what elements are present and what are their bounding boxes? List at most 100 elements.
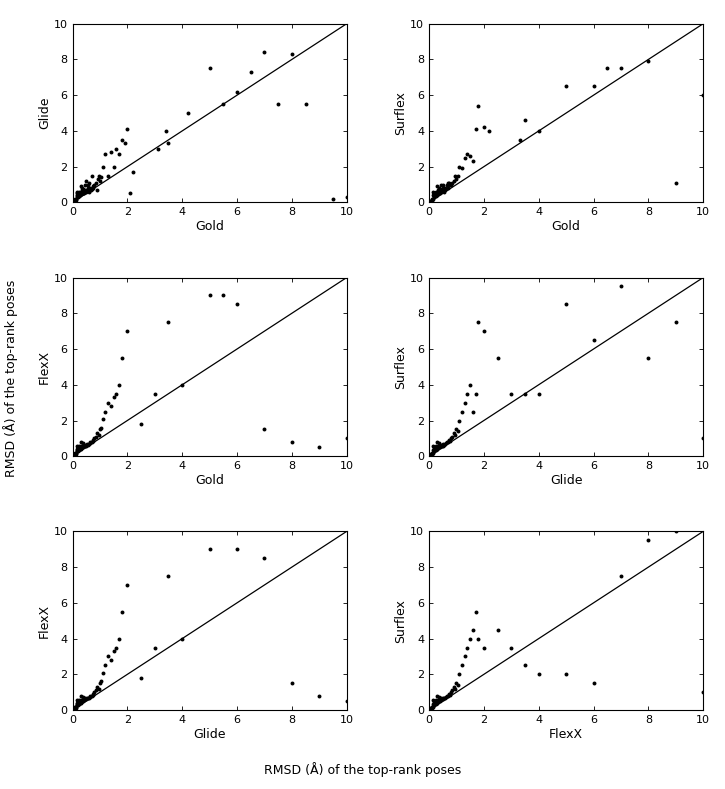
Point [432, 184, 444, 196]
Point [75, 690, 86, 702]
Point [162, 570, 174, 582]
Point [697, 432, 709, 445]
Point [432, 185, 444, 198]
Point [560, 80, 572, 92]
Point [204, 62, 215, 75]
Point [87, 180, 99, 193]
Point [80, 174, 92, 187]
Point [533, 668, 544, 681]
Point [429, 187, 441, 200]
Point [79, 692, 91, 705]
Point [99, 148, 111, 160]
Point [425, 448, 436, 461]
Point [448, 427, 460, 439]
Point [434, 186, 446, 199]
Point [90, 684, 102, 697]
Point [560, 298, 572, 311]
Point [429, 188, 441, 200]
Point [86, 690, 97, 702]
Point [450, 428, 461, 441]
Point [77, 436, 88, 449]
Point [162, 316, 174, 328]
Point [80, 185, 91, 198]
Point [71, 187, 83, 200]
Point [88, 686, 100, 698]
Point [80, 439, 91, 452]
Point [433, 441, 444, 454]
Point [444, 178, 455, 191]
Point [218, 289, 229, 301]
Point [73, 440, 85, 453]
Point [108, 160, 120, 173]
Point [428, 191, 440, 204]
Point [444, 689, 455, 701]
Point [453, 668, 465, 681]
Point [456, 659, 468, 671]
Point [431, 690, 443, 702]
Point [204, 289, 215, 301]
Point [82, 692, 94, 705]
Point [86, 184, 97, 196]
Point [431, 188, 443, 200]
Point [84, 690, 96, 703]
Point [428, 443, 439, 455]
Point [87, 689, 99, 701]
Point [87, 434, 99, 447]
Point [451, 173, 463, 185]
Point [93, 682, 104, 695]
Point [70, 701, 82, 713]
Point [453, 160, 465, 173]
Point [102, 650, 114, 663]
Point [470, 123, 481, 136]
Point [434, 183, 446, 196]
Point [436, 439, 448, 452]
Point [73, 694, 85, 707]
Point [122, 325, 133, 338]
Point [437, 437, 449, 450]
Point [451, 677, 463, 690]
Point [72, 698, 83, 711]
Point [436, 439, 447, 451]
Point [427, 443, 439, 456]
Point [111, 641, 123, 654]
Point [73, 190, 85, 203]
Point [149, 641, 160, 654]
Point [431, 443, 443, 455]
Point [94, 423, 106, 436]
Point [72, 699, 84, 712]
Point [434, 436, 445, 449]
Point [96, 675, 107, 688]
Point [588, 677, 600, 690]
Point [149, 387, 160, 400]
X-axis label: Gold: Gold [195, 474, 224, 487]
Point [70, 193, 81, 206]
Point [105, 654, 117, 667]
Point [73, 185, 85, 198]
Point [473, 632, 484, 645]
Point [443, 177, 455, 189]
Point [111, 143, 123, 155]
Point [427, 701, 439, 713]
Point [72, 445, 84, 458]
Point [73, 443, 85, 456]
Point [442, 690, 454, 702]
Point [99, 659, 111, 671]
Point [439, 692, 450, 705]
Point [68, 195, 80, 208]
Point [429, 442, 441, 454]
Point [437, 184, 449, 196]
Point [86, 170, 97, 182]
Point [442, 177, 453, 189]
Point [273, 98, 284, 110]
Point [78, 694, 90, 707]
Point [439, 691, 451, 704]
Text: RMSD (Å) of the top-rank poses: RMSD (Å) of the top-rank poses [4, 280, 18, 477]
Point [445, 686, 457, 698]
Point [341, 695, 352, 708]
Point [71, 443, 83, 456]
Point [72, 444, 83, 457]
Point [442, 181, 454, 194]
Point [108, 391, 120, 404]
Point [91, 184, 103, 196]
Point [91, 427, 103, 439]
